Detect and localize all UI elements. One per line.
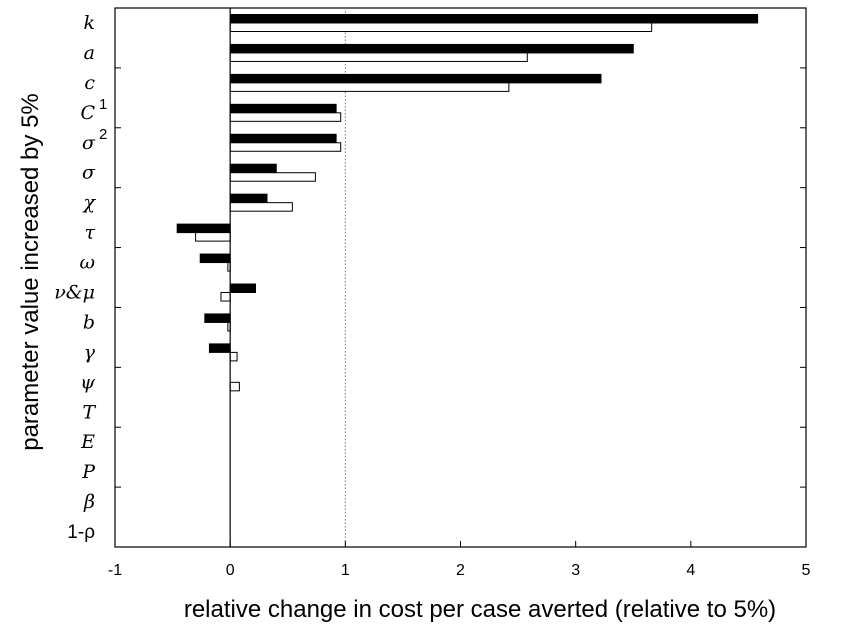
bar [229,43,634,54]
x-tick-labels: -1 0 1 2 3 4 5 [108,562,811,579]
y-tick-label: τ [84,222,95,244]
y-tick-label: χ [81,192,96,214]
y-tick-label-superscript: 1 [99,96,107,113]
bar [229,112,342,122]
bar [229,52,528,62]
bar [229,133,337,144]
bar [220,292,231,302]
bar [229,193,268,204]
y-tick-label-superscript: 2 [99,126,107,143]
x-tick-label: 4 [686,562,695,579]
bar [229,82,510,92]
bar [208,343,231,353]
y-tick-label: T [82,401,96,423]
bar [229,73,602,84]
y-tick-label: c [84,72,95,94]
bar [176,223,231,234]
y-tick-label: a [84,42,95,64]
y-tick-label: ω [80,252,96,274]
y-tick-label: k [83,12,95,34]
x-axis-title: relative change in cost per case averted… [184,596,776,623]
bar [229,351,238,362]
y-ticks-group [115,7,806,548]
bar [199,253,231,264]
bar [229,172,316,182]
bar [229,142,342,152]
bar [229,103,337,114]
y-tick-label: 1-ρ [67,522,95,543]
bar [229,163,277,174]
y-tick-label: γ [84,341,96,363]
y-tick-label: σ [82,132,96,154]
bar [229,14,759,24]
y-tick-label: b [83,311,95,333]
y-tick-label: C [80,102,95,124]
x-tick-label: -1 [108,562,122,579]
y-tick-label: E [80,431,95,453]
y-tick-label: P [81,461,96,483]
x-tick-label: 5 [802,562,811,579]
bar [229,22,653,32]
y-axis-title: parameter value increased by 5% [17,93,44,451]
x-tick-label: 0 [226,562,235,579]
y-tick-label: ν&μ [54,282,95,304]
x-tick-label: 3 [571,562,580,579]
y-tick-label: σ [82,162,96,184]
bar [195,232,231,242]
x-tick-label: 2 [456,562,465,579]
y-tick-label: ψ [80,371,96,393]
bars-group [176,14,759,392]
x-ticks-group [114,541,807,547]
y-tick-label: β [83,491,95,513]
bar [229,381,240,392]
x-tick-label: 1 [341,562,350,579]
bar [229,202,293,212]
bar [204,313,231,323]
bar [229,283,257,293]
